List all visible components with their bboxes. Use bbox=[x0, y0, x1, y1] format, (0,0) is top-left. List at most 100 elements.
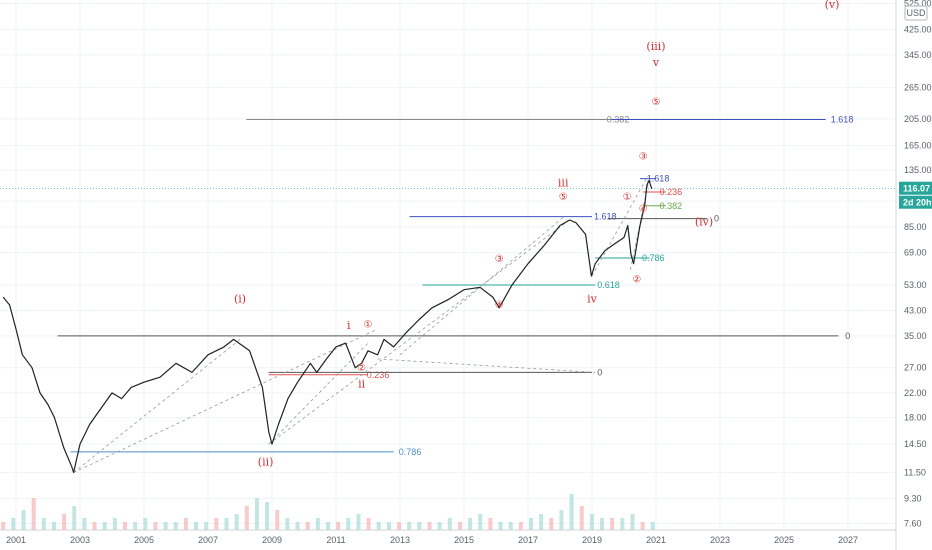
volume-bar bbox=[498, 522, 503, 530]
volume-bar bbox=[579, 506, 584, 530]
x-tick-label: 2027 bbox=[838, 535, 858, 545]
circled-wave-label: ③ bbox=[495, 254, 504, 265]
volume-bar bbox=[518, 522, 523, 530]
y-tick-label: 14.50 bbox=[904, 439, 927, 449]
volume-bar bbox=[468, 518, 473, 530]
volume-bar bbox=[112, 518, 117, 530]
y-tick-label: 69.00 bbox=[904, 248, 927, 258]
y-tick-label: 7.60 bbox=[904, 518, 922, 528]
trend-guide-line bbox=[73, 328, 378, 473]
volume-bar bbox=[234, 514, 239, 530]
price-axis[interactable]: 7.60 9.30 11.50 14.50 18.00 22.00 27.00 35.00 43… bbox=[904, 0, 932, 528]
volume-bar bbox=[133, 522, 138, 530]
fib-level-label: 0 bbox=[845, 331, 850, 341]
volume-bar bbox=[254, 498, 259, 530]
price-series bbox=[2, 180, 653, 474]
fib-level-label: 0.236 bbox=[660, 187, 683, 197]
x-tick-label: 2005 bbox=[134, 535, 154, 545]
x-tick-label: 2015 bbox=[454, 535, 474, 545]
volume-bar bbox=[143, 518, 148, 530]
y-tick-label: 425.00 bbox=[904, 24, 932, 34]
volume-bar bbox=[62, 514, 67, 530]
volume-bar bbox=[336, 522, 341, 530]
wave-label: iii bbox=[558, 177, 569, 190]
y-tick-label: 22.00 bbox=[904, 388, 927, 398]
wave-label: ii bbox=[358, 377, 366, 390]
volume-bar bbox=[610, 518, 615, 530]
volume-bar bbox=[600, 518, 605, 530]
circled-wave-label: ④ bbox=[639, 204, 648, 215]
fib-level-label: 0 bbox=[597, 367, 602, 377]
volume-bar bbox=[457, 522, 462, 530]
time-axis[interactable]: 2001 2003 2005 2007 2009 2011 2013 2015 2017 2019… bbox=[6, 535, 858, 545]
volume-bar bbox=[376, 522, 381, 530]
wave-label: (iii) bbox=[646, 40, 665, 53]
volume-bar bbox=[397, 522, 402, 530]
fib-level-label: 0 bbox=[714, 214, 719, 224]
fib-level-label: 1.618 bbox=[594, 212, 617, 222]
volume-bar bbox=[356, 514, 361, 530]
circled-wave-label: ⑤ bbox=[559, 192, 568, 203]
x-tick-label: 2003 bbox=[70, 535, 90, 545]
volume-bar bbox=[407, 522, 412, 530]
volume-bar bbox=[275, 510, 280, 530]
wave-label: (v) bbox=[825, 0, 840, 11]
volume-bar bbox=[326, 522, 330, 530]
volume-bar bbox=[183, 518, 188, 530]
volume-bar bbox=[31, 498, 36, 530]
fib-level-label: 0.786 bbox=[399, 447, 422, 457]
volume-bar bbox=[244, 506, 249, 530]
wave-label: i bbox=[347, 319, 351, 332]
volume-bar bbox=[204, 522, 209, 530]
volume-bar bbox=[224, 518, 229, 530]
volume-bar bbox=[92, 522, 97, 530]
y-tick-label: 525.00 bbox=[904, 0, 932, 8]
y-tick-label: 135.00 bbox=[904, 165, 932, 175]
volume-bar bbox=[153, 522, 158, 530]
wave-label: (iv) bbox=[695, 216, 713, 229]
fib-level-label: 0.382 bbox=[660, 201, 683, 211]
countdown-label: 2d 20h bbox=[903, 198, 932, 208]
volume-bar bbox=[72, 506, 77, 530]
volume-bars bbox=[1, 494, 655, 530]
x-tick-label: 2007 bbox=[198, 535, 218, 545]
volume-bar bbox=[437, 522, 442, 530]
wave-label: iv bbox=[587, 292, 598, 305]
trend-guide-line bbox=[268, 219, 570, 445]
trend-guide-line bbox=[377, 358, 596, 373]
y-tick-label: 35.00 bbox=[904, 331, 927, 341]
grid-lines bbox=[0, 0, 896, 530]
circled-wave-label: ⑤ bbox=[652, 97, 661, 108]
volume-bar bbox=[529, 518, 533, 530]
y-tick-label: 43.00 bbox=[904, 306, 927, 316]
fib-level-label: 1.618 bbox=[647, 174, 670, 184]
y-tick-label: 9.30 bbox=[904, 494, 922, 504]
volume-bar bbox=[265, 502, 270, 530]
fib-level-label: 0.618 bbox=[597, 280, 620, 290]
volume-bar bbox=[488, 518, 493, 530]
volume-bar bbox=[569, 494, 574, 530]
volume-bar bbox=[630, 514, 635, 530]
y-tick-label: 85.00 bbox=[904, 222, 927, 232]
fib-level-label: 1.618 bbox=[831, 114, 854, 124]
volume-bar bbox=[366, 518, 371, 530]
volume-bar bbox=[478, 514, 483, 530]
circled-wave-label: ① bbox=[623, 192, 632, 203]
volume-bar bbox=[650, 522, 655, 530]
circled-wave-label: ② bbox=[632, 275, 641, 286]
y-tick-label: 265.00 bbox=[904, 82, 932, 92]
y-tick-label: 11.50 bbox=[904, 468, 926, 478]
y-tick-label: 205.00 bbox=[904, 114, 932, 124]
y-tick-label: 27.00 bbox=[904, 363, 927, 373]
volume-bar bbox=[386, 522, 391, 530]
wave-label: v bbox=[652, 56, 660, 69]
volume-bar bbox=[51, 522, 56, 530]
last-price-badge: 116.07 bbox=[899, 181, 932, 195]
volume-bar bbox=[427, 522, 432, 530]
volume-bar bbox=[315, 518, 320, 530]
currency-badge[interactable]: USD bbox=[904, 5, 928, 21]
y-tick-label: 165.00 bbox=[904, 141, 932, 151]
volume-bar bbox=[539, 514, 544, 530]
